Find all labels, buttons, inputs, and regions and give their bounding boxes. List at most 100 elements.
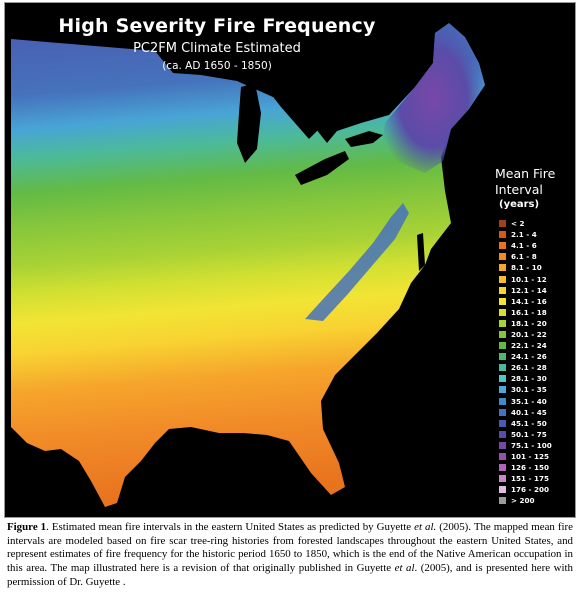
legend-swatch bbox=[499, 253, 506, 261]
legend-swatch bbox=[499, 242, 506, 250]
legend-item: 24.1 - 26 bbox=[493, 351, 569, 362]
caption-text-2: (2005). The mapped mean fire intervals a… bbox=[7, 521, 573, 575]
legend-item: 126 - 150 bbox=[493, 462, 569, 473]
lake-ontario bbox=[345, 131, 383, 147]
legend-item: 18.1 - 20 bbox=[493, 318, 569, 329]
legend-label: 50.1 - 75 bbox=[511, 429, 547, 439]
fire-frequency-map: High Severity Fire Frequency PC2FM Clima… bbox=[5, 3, 575, 517]
legend-label: 20.1 - 22 bbox=[511, 329, 547, 339]
legend-label: 101 - 125 bbox=[511, 452, 549, 462]
legend-list: < 2 2.1 - 4 4.1 - 6 6.1 - 8 8.1 - 10 10.1 - 1… bbox=[493, 218, 569, 506]
legend-item: 30.1 - 35 bbox=[493, 384, 569, 395]
legend-label: 35.1 - 40 bbox=[511, 396, 547, 406]
legend-label: 151 - 175 bbox=[511, 474, 549, 484]
legend-label: 12.1 - 14 bbox=[511, 285, 547, 295]
legend-label: 22.1 - 24 bbox=[511, 341, 547, 351]
legend-label: 28.1 - 30 bbox=[511, 374, 547, 384]
lake-huron bbox=[267, 87, 323, 139]
map-period: (ca. AD 1650 - 1850) bbox=[162, 60, 272, 72]
legend-item: 26.1 - 28 bbox=[493, 362, 569, 373]
legend-label: 18.1 - 20 bbox=[511, 318, 547, 328]
legend-swatch bbox=[499, 441, 506, 449]
legend-swatch bbox=[499, 275, 506, 283]
legend-item: > 200 bbox=[493, 495, 569, 506]
legend-item: 176 - 200 bbox=[493, 484, 569, 495]
legend-item: 50.1 - 75 bbox=[493, 429, 569, 440]
legend-swatch bbox=[499, 220, 506, 228]
legend-swatch bbox=[499, 297, 506, 305]
legend-label: < 2 bbox=[511, 219, 525, 229]
figure-caption: Figure 1. Estimated mean fire intervals … bbox=[7, 521, 573, 590]
legend-swatch bbox=[499, 231, 506, 239]
legend-swatch bbox=[499, 430, 506, 438]
map-title: High Severity Fire Frequency bbox=[58, 15, 376, 37]
legend-item: 2.1 - 4 bbox=[493, 229, 569, 240]
legend-label: > 200 bbox=[511, 496, 535, 506]
legend-item: 14.1 - 16 bbox=[493, 296, 569, 307]
legend-label: 2.1 - 4 bbox=[511, 230, 537, 240]
legend-label: 176 - 200 bbox=[511, 485, 549, 495]
legend-swatch bbox=[499, 353, 506, 361]
legend-item: 101 - 125 bbox=[493, 451, 569, 462]
legend-label: 10.1 - 12 bbox=[511, 274, 547, 284]
legend-item: 6.1 - 8 bbox=[493, 251, 569, 262]
legend-units: (years) bbox=[499, 199, 540, 210]
legend-swatch bbox=[499, 342, 506, 350]
legend-label: 6.1 - 8 bbox=[511, 252, 537, 262]
legend-swatch bbox=[499, 464, 506, 472]
legend-item: 4.1 - 6 bbox=[493, 240, 569, 251]
legend-swatch bbox=[499, 286, 506, 294]
caption-etal-1: et al. bbox=[414, 521, 437, 533]
caption-figure-label: Figure 1 bbox=[7, 521, 47, 533]
legend-item: 8.1 - 10 bbox=[493, 262, 569, 273]
map-subtitle: PC2FM Climate Estimated bbox=[133, 41, 301, 56]
caption-text-1: . Estimated mean fire intervals in the e… bbox=[46, 521, 415, 533]
caption-text-3: . (2005), and is presented here with per… bbox=[7, 562, 573, 588]
chesapeake-bay bbox=[417, 233, 425, 271]
appalachian-zone bbox=[305, 203, 409, 321]
legend-item: 75.1 - 100 bbox=[493, 440, 569, 451]
legend-item: 151 - 175 bbox=[493, 473, 569, 484]
legend-swatch bbox=[499, 308, 506, 316]
legend-title: Mean Fire Interval bbox=[495, 166, 556, 197]
legend-swatch bbox=[499, 319, 506, 327]
legend-item: 10.1 - 12 bbox=[493, 273, 569, 284]
legend-swatch bbox=[499, 497, 506, 505]
legend-item: < 2 bbox=[493, 218, 569, 229]
legend-swatch bbox=[499, 486, 506, 494]
legend-swatch bbox=[499, 408, 506, 416]
map-graphic bbox=[11, 23, 485, 507]
legend-label: 8.1 - 10 bbox=[511, 263, 542, 273]
legend-item: 28.1 - 30 bbox=[493, 373, 569, 384]
legend-item: 40.1 - 45 bbox=[493, 407, 569, 418]
legend-label: 14.1 - 16 bbox=[511, 296, 547, 306]
legend-swatch bbox=[499, 364, 506, 372]
map-legend: Mean Fire Interval (years) < 2 2.1 - 4 4.1… bbox=[493, 166, 569, 506]
legend-label: 26.1 - 28 bbox=[511, 363, 547, 373]
legend-label: 16.1 - 18 bbox=[511, 307, 547, 317]
legend-label: 45.1 - 50 bbox=[511, 418, 547, 428]
lake-michigan bbox=[237, 83, 261, 163]
lake-superior bbox=[175, 43, 263, 73]
legend-swatch bbox=[499, 397, 506, 405]
legend-swatch bbox=[499, 419, 506, 427]
legend-swatch bbox=[499, 375, 506, 383]
legend-item: 35.1 - 40 bbox=[493, 396, 569, 407]
legend-item: 12.1 - 14 bbox=[493, 285, 569, 296]
legend-label: 40.1 - 45 bbox=[511, 407, 547, 417]
legend-item: 16.1 - 18 bbox=[493, 307, 569, 318]
legend-item: 20.1 - 22 bbox=[493, 329, 569, 340]
caption-etal-2: et al bbox=[394, 562, 415, 575]
legend-swatch bbox=[499, 453, 506, 461]
legend-label: 126 - 150 bbox=[511, 463, 549, 473]
northeast-high-interval-zone bbox=[381, 23, 485, 173]
legend-swatch bbox=[499, 264, 506, 272]
legend-swatch bbox=[499, 475, 506, 483]
legend-label: 75.1 - 100 bbox=[511, 440, 552, 450]
legend-swatch bbox=[499, 386, 506, 394]
legend-swatch bbox=[499, 330, 506, 338]
legend-item: 22.1 - 24 bbox=[493, 340, 569, 351]
lake-erie bbox=[295, 151, 349, 185]
legend-item: 45.1 - 50 bbox=[493, 418, 569, 429]
legend-label: 4.1 - 6 bbox=[511, 241, 537, 251]
